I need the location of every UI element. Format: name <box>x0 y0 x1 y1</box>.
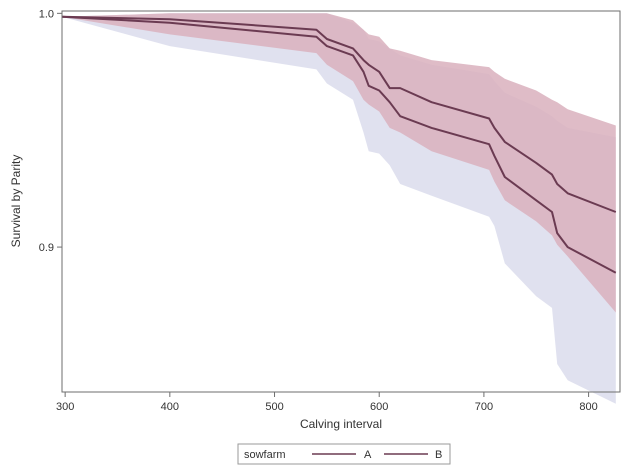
x-axis-ticks: 300 400 500 600 700 800 <box>56 392 598 413</box>
x-axis-title: Calving interval <box>300 417 382 431</box>
x-tick-label: 700 <box>475 401 493 413</box>
survival-line-a <box>61 15 617 213</box>
legend-title: sowfarm <box>244 449 286 461</box>
x-tick-label: 600 <box>370 401 388 413</box>
x-tick-label: 300 <box>56 401 74 413</box>
confidence-bands <box>62 13 616 404</box>
y-tick-label: 1.0 <box>39 8 54 20</box>
y-tick-label: 0.9 <box>39 242 54 254</box>
plot-frame <box>61 10 621 393</box>
legend-label-b: B <box>435 449 442 461</box>
x-tick-label: 400 <box>161 401 179 413</box>
x-tick-label: 800 <box>579 401 597 413</box>
confidence-band-a <box>62 13 616 313</box>
legend: sowfarm A B <box>237 443 451 465</box>
x-tick-label: 500 <box>265 401 283 413</box>
legend-label-a: A <box>364 449 372 461</box>
survival-line-b <box>61 15 617 274</box>
survival-lines <box>61 15 617 274</box>
y-axis-title: Survival by Parity <box>9 155 23 248</box>
y-axis-ticks: 0.9 1.0 <box>39 8 62 254</box>
